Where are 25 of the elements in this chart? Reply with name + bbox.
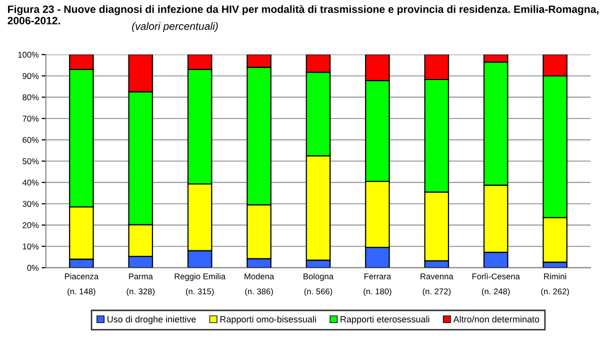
y-tick-label: 80% (22, 94, 39, 100)
x-tick-label: Reggio Emilia (n. 315) (174, 273, 226, 296)
x-tick-label: Ferrara (n. 180) (364, 274, 392, 296)
y-tick-label: 60% (22, 137, 39, 143)
y-tick-label: 70% (22, 116, 39, 122)
y-tick-label: 0% (27, 264, 39, 271)
x-tick-label: Forlì-Cesena (n. 248) (472, 273, 520, 296)
x-tick-label: Rimini (n. 262) (541, 273, 569, 296)
y-tick-label: 40% (22, 180, 39, 186)
legend-label: Rapporti omo-bisessuali (220, 316, 316, 324)
x-tick-label: Parma (n. 328) (126, 274, 154, 296)
y-tick-label: 30% (22, 200, 39, 207)
x-tick-label: Modena (n. 386) (244, 273, 274, 296)
x-tick-label: Piacenza (n. 148) (64, 273, 99, 296)
y-tick-label: 100% (18, 52, 39, 58)
chart-subtitle: (valori percentuali) (132, 22, 218, 32)
x-tick-label: Bologna (n. 566) (304, 273, 334, 296)
x-tick-label: Ravenna (n. 272) (420, 274, 454, 296)
y-tick-label: 10% (22, 244, 39, 250)
y-tick-label: 90% (22, 73, 39, 79)
legend-label: Uso di droghe iniettive (108, 316, 196, 324)
y-tick-label: 50% (22, 158, 39, 164)
legend-label: Altro/non determinato (453, 316, 540, 322)
y-tick-label: 20% (22, 222, 39, 228)
legend-label: Rapporti eterosessuali (340, 316, 430, 324)
